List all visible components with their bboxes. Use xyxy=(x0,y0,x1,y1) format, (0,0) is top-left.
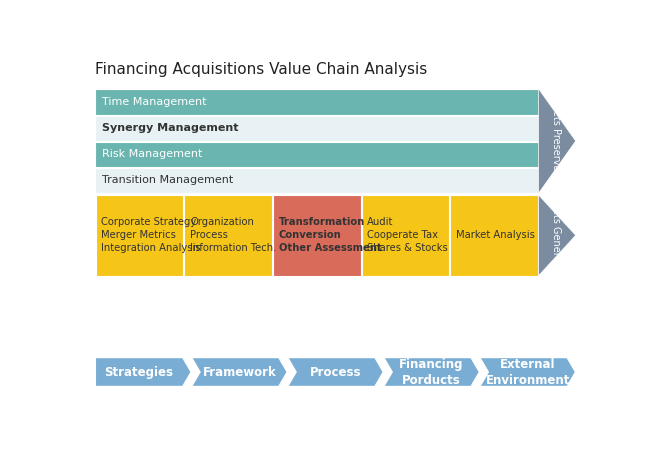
Bar xyxy=(96,195,183,276)
Polygon shape xyxy=(191,357,287,387)
Text: Financing Acquisitions Value Chain Analysis: Financing Acquisitions Value Chain Analy… xyxy=(95,62,428,76)
Text: Synergy Management: Synergy Management xyxy=(102,123,239,133)
Text: Market Analysis: Market Analysis xyxy=(456,230,535,240)
Text: Organization: Organization xyxy=(190,217,254,227)
Polygon shape xyxy=(95,357,191,387)
Text: Other Assessment: Other Assessment xyxy=(279,243,382,253)
Polygon shape xyxy=(480,357,576,387)
Text: Corporate Strategy: Corporate Strategy xyxy=(101,217,197,227)
Text: Transformation: Transformation xyxy=(279,217,365,227)
Text: Shares & Stocks: Shares & Stocks xyxy=(367,243,448,253)
Text: Transition Management: Transition Management xyxy=(102,176,233,185)
Text: Merger Metrics: Merger Metrics xyxy=(101,230,176,240)
Text: External
Environment: External Environment xyxy=(486,357,570,387)
Bar xyxy=(273,195,361,276)
Text: Information Tech.: Information Tech. xyxy=(190,243,276,253)
Polygon shape xyxy=(287,357,384,387)
Text: Assets Preservation: Assets Preservation xyxy=(551,93,562,189)
Bar xyxy=(184,195,272,276)
Text: Process: Process xyxy=(309,365,361,378)
Text: Strategies: Strategies xyxy=(105,365,174,378)
Bar xyxy=(361,195,449,276)
Polygon shape xyxy=(384,357,480,387)
Polygon shape xyxy=(538,195,576,276)
Text: Integration Analysis: Integration Analysis xyxy=(101,243,201,253)
Text: Process: Process xyxy=(190,230,228,240)
Text: Framework: Framework xyxy=(203,365,276,378)
Text: Cooperate Tax: Cooperate Tax xyxy=(367,230,438,240)
Text: Financing
Porducts: Financing Porducts xyxy=(399,357,464,387)
Bar xyxy=(95,168,538,194)
Bar xyxy=(95,142,538,167)
Text: Conversion: Conversion xyxy=(279,230,341,240)
Bar xyxy=(95,116,538,141)
Text: Assets Generation: Assets Generation xyxy=(551,191,562,280)
Polygon shape xyxy=(538,89,576,194)
Text: Risk Management: Risk Management xyxy=(102,149,203,159)
Text: Time Management: Time Management xyxy=(102,97,207,107)
Bar xyxy=(450,195,538,276)
Text: Audit: Audit xyxy=(367,217,394,227)
Bar xyxy=(95,90,538,115)
